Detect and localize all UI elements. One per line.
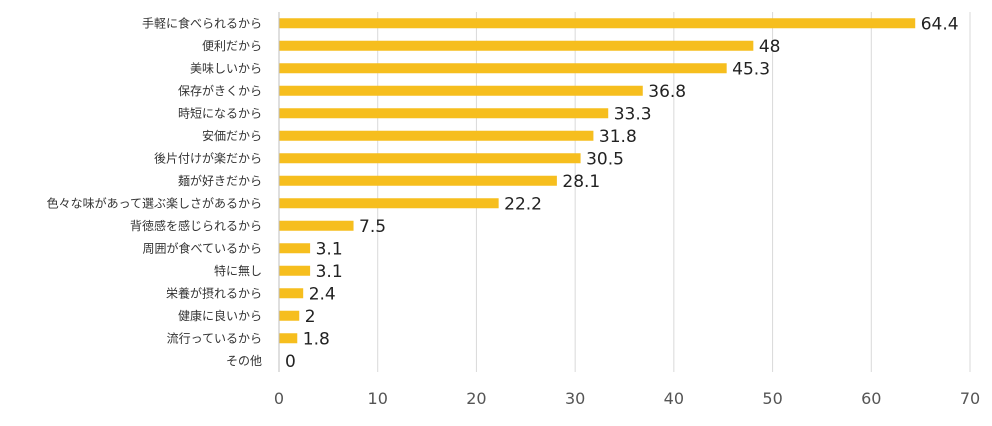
value-label: 64.4: [921, 14, 959, 34]
x-tick-label: 20: [466, 389, 486, 408]
bar: [279, 198, 499, 209]
category-label: 手軽に食べられるから: [142, 15, 262, 30]
category-label: 美味しいから: [190, 61, 262, 75]
x-tick-label: 40: [664, 389, 684, 408]
value-label: 2: [305, 307, 316, 327]
category-label: 背徳感を感じられるから: [130, 218, 262, 233]
value-label: 22.2: [504, 194, 542, 214]
category-label: その他: [226, 354, 262, 368]
x-tick-label: 30: [565, 389, 585, 408]
category-label: 便利だから: [202, 39, 262, 53]
bar: [279, 85, 643, 96]
x-tick-label: 10: [368, 389, 388, 408]
value-label: 28.1: [562, 172, 600, 192]
value-label: 45.3: [732, 59, 770, 79]
bar: [279, 310, 300, 321]
bar: [279, 40, 754, 51]
value-label: 30.5: [586, 149, 624, 169]
category-label: 栄養が摂れるから: [166, 285, 262, 300]
category-label: 後片付けが楽だから: [154, 150, 262, 165]
category-label: 色々な味があって選ぶ楽しさがあるから: [47, 195, 262, 210]
value-label: 48: [759, 37, 781, 57]
category-label: 特に無し: [214, 263, 262, 278]
value-label: 36.8: [648, 82, 686, 102]
category-label: 健康に良いから: [178, 308, 262, 323]
bar: [279, 265, 311, 276]
x-tick-label: 60: [861, 389, 881, 408]
bar: [279, 175, 557, 186]
category-label: 時短になるから: [178, 106, 262, 120]
bar-layer: [279, 18, 916, 344]
bar: [279, 130, 594, 141]
bar: [279, 18, 916, 29]
category-label: 周囲が食べているから: [142, 240, 262, 255]
bar: [279, 333, 298, 344]
value-label: 1.8: [303, 329, 330, 349]
x-tick-label: 0: [274, 389, 284, 408]
bar: [279, 153, 581, 164]
value-label: 2.4: [309, 284, 336, 304]
bar: [279, 243, 311, 254]
bar: [279, 108, 609, 119]
value-label: 0: [285, 352, 296, 372]
value-label: 3.1: [316, 262, 343, 282]
category-label: 安価だから: [202, 128, 262, 143]
value-label: 33.3: [614, 104, 652, 124]
value-label: 31.8: [599, 127, 637, 147]
x-tick-label: 70: [960, 389, 980, 408]
value-label: 7.5: [359, 217, 386, 237]
category-label: 流行っているから: [167, 331, 262, 345]
bar: [279, 220, 354, 231]
category-label: 麺が好きだから: [178, 173, 262, 188]
bar: [279, 288, 304, 299]
x-tick-label: 50: [762, 389, 782, 408]
value-label: 3.1: [316, 239, 343, 259]
bar: [279, 63, 727, 74]
category-label: 保存がきくから: [178, 83, 262, 98]
